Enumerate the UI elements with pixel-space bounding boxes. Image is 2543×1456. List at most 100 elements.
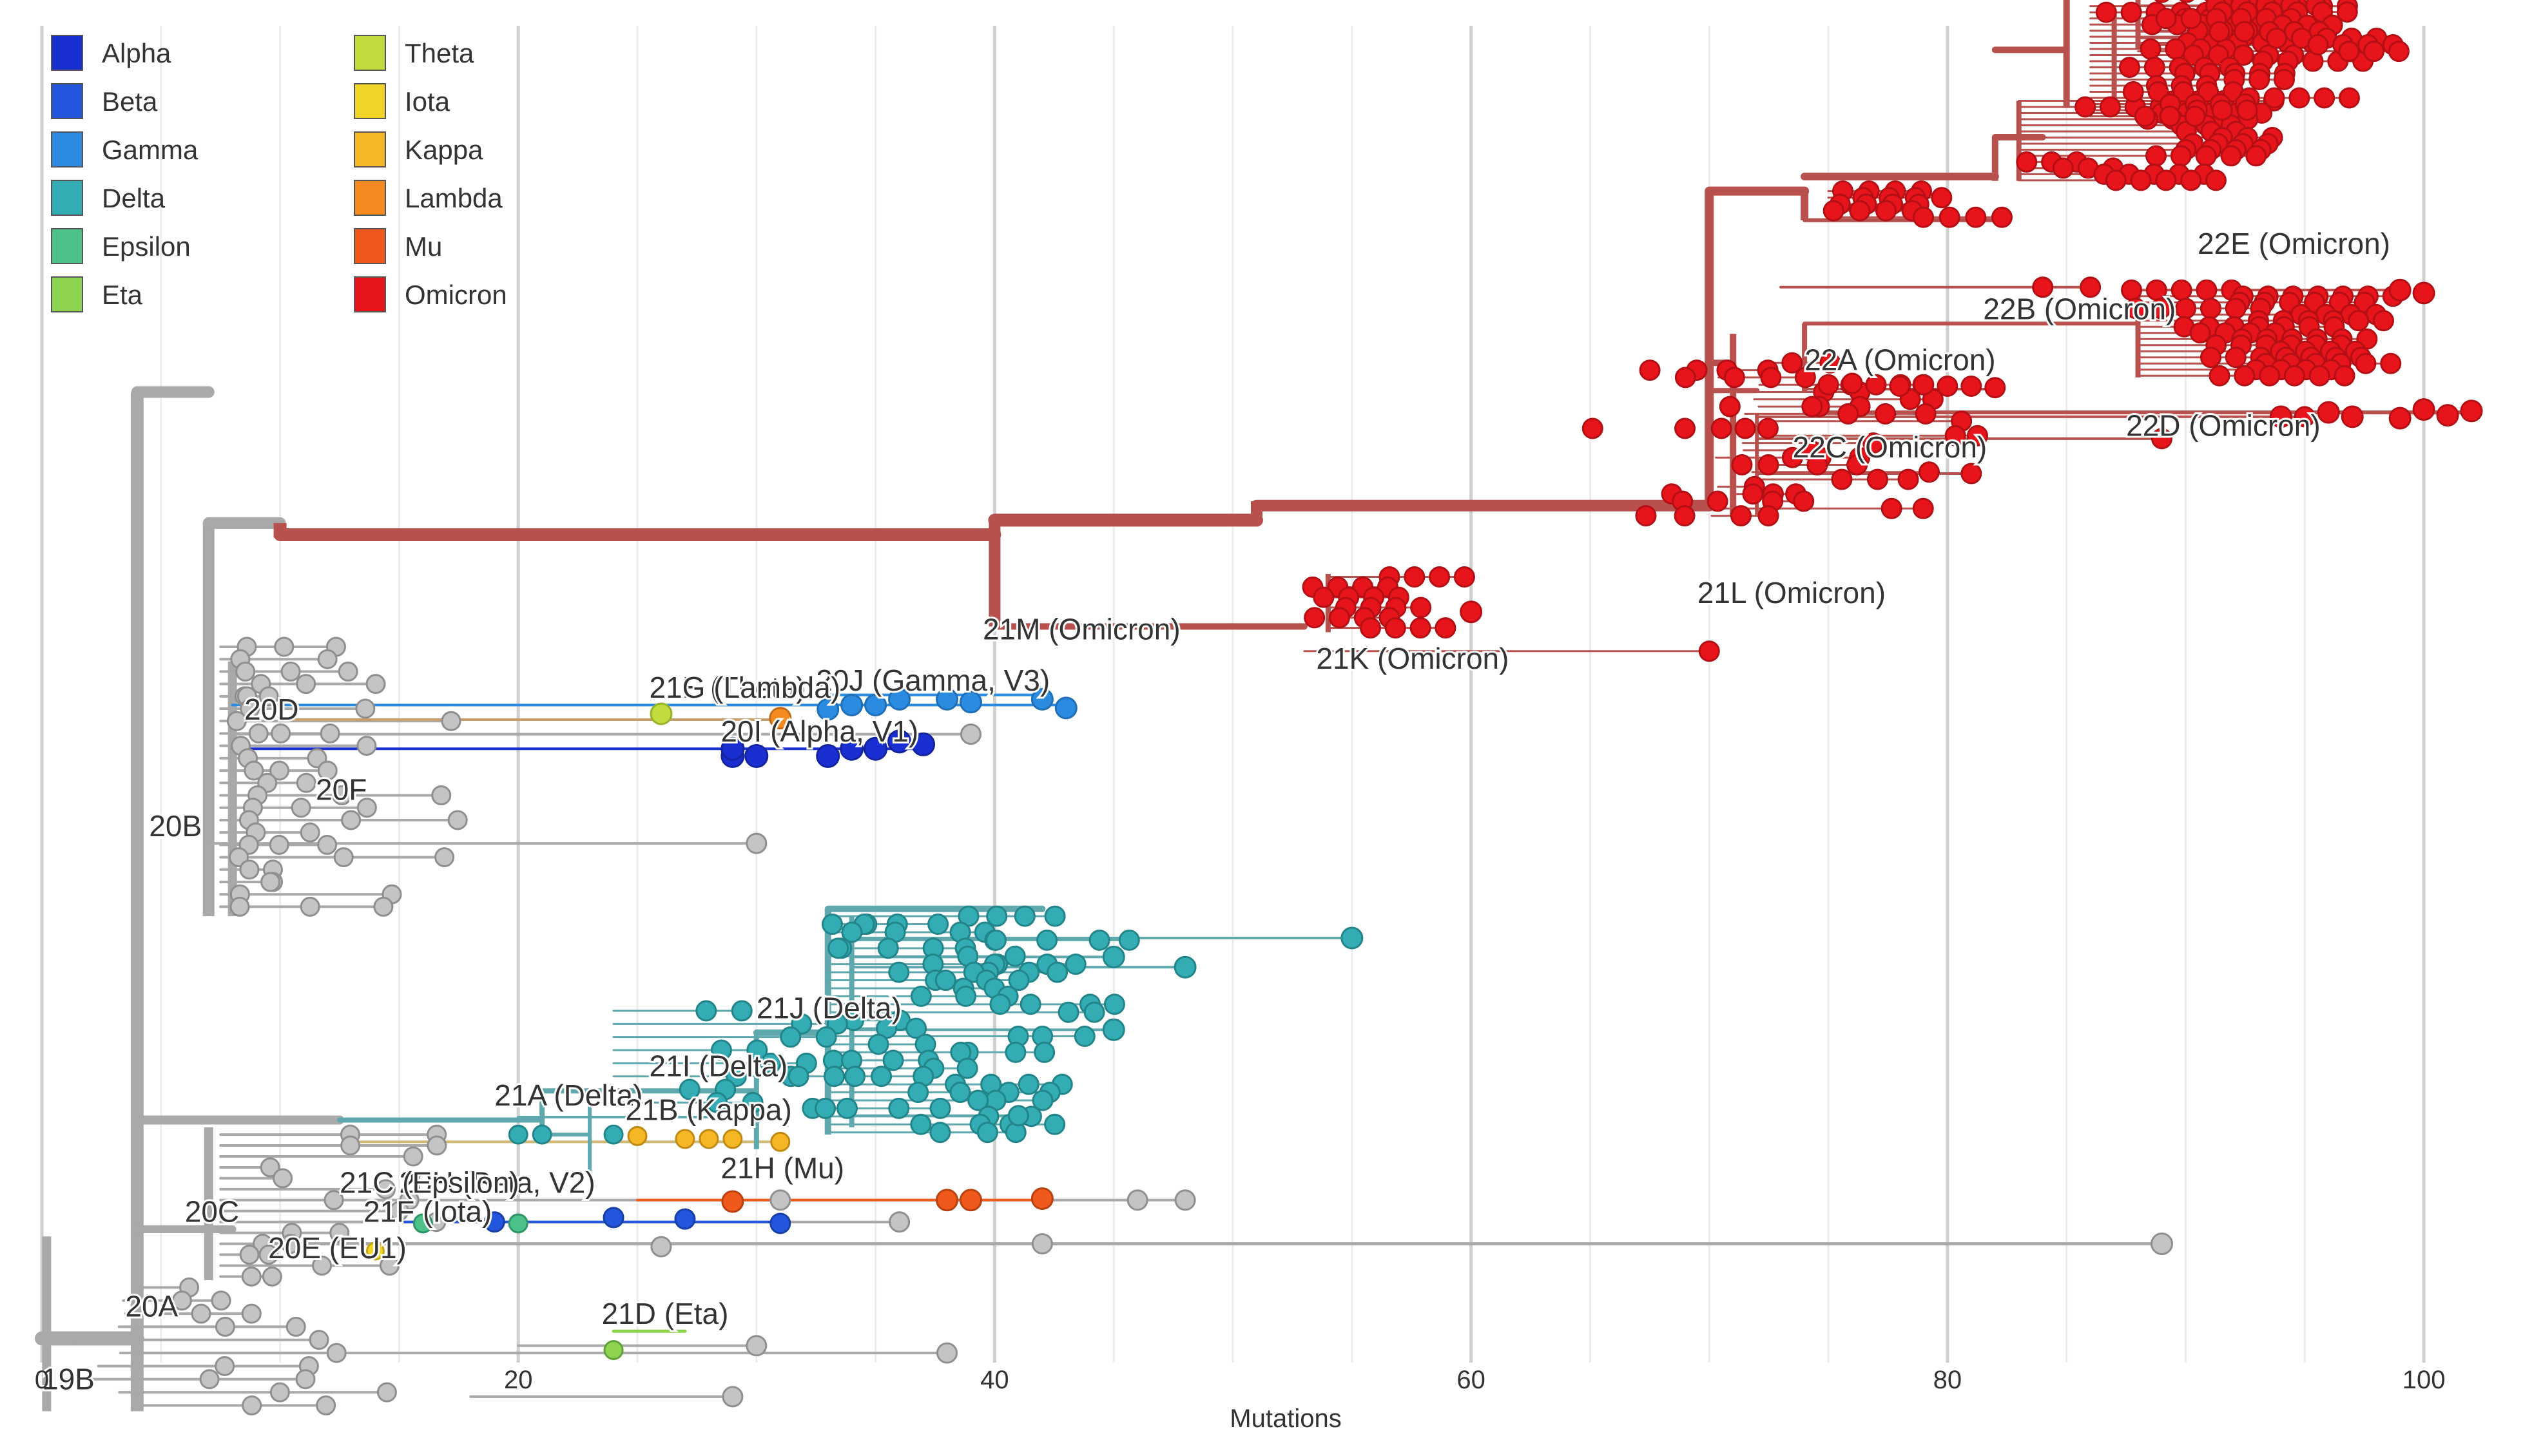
tip-node bbox=[1742, 483, 1764, 505]
tip-node bbox=[1118, 929, 1140, 951]
tip-node bbox=[2155, 169, 2177, 191]
tip-node bbox=[1014, 905, 1036, 927]
tip-node bbox=[431, 785, 452, 806]
tip-node bbox=[2314, 87, 2335, 109]
tip-node bbox=[934, 970, 956, 991]
clade-label: 20A bbox=[125, 1290, 178, 1323]
tip-node bbox=[373, 896, 394, 917]
legend-swatch bbox=[51, 228, 83, 264]
tip-node bbox=[675, 1129, 695, 1149]
tip-node bbox=[273, 1168, 293, 1189]
tip-node bbox=[285, 1316, 306, 1337]
tip-node bbox=[1639, 359, 1661, 381]
x-tick-label: 100 bbox=[2403, 1366, 2446, 1394]
tip-node bbox=[1889, 375, 1911, 397]
x-tick-label: 40 bbox=[980, 1366, 1009, 1394]
tip-node bbox=[2234, 365, 2256, 387]
tip-node bbox=[316, 1395, 336, 1415]
tip-node bbox=[1781, 446, 1803, 468]
tip-node bbox=[603, 1340, 624, 1361]
tip-node bbox=[2338, 41, 2360, 62]
tip-node bbox=[215, 1316, 235, 1337]
tip-node bbox=[333, 847, 354, 868]
tip-node bbox=[627, 1126, 648, 1146]
clade-label: 20C bbox=[185, 1195, 239, 1229]
tip-node bbox=[1435, 617, 1456, 639]
tip-node bbox=[955, 985, 977, 1007]
tip-node bbox=[949, 1082, 971, 1104]
tip-node bbox=[2118, 57, 2140, 79]
tip-node bbox=[300, 822, 320, 843]
legend-label: Theta bbox=[405, 38, 474, 68]
tip-node bbox=[2225, 298, 2247, 320]
tip-node bbox=[340, 1135, 361, 1156]
clade-label: 21K (Omicron) bbox=[1316, 642, 1509, 675]
tip-node bbox=[2165, 38, 2187, 60]
tip-node bbox=[722, 1386, 744, 1408]
tip-node bbox=[2363, 41, 2385, 62]
clade-label: 21A (Delta) bbox=[494, 1078, 643, 1112]
tip-node bbox=[871, 1066, 893, 1087]
legend-swatch bbox=[354, 180, 386, 216]
tip-node bbox=[215, 1355, 235, 1376]
tip-node bbox=[296, 674, 316, 694]
clade-label: 20D bbox=[244, 693, 298, 726]
tip-node bbox=[2209, 21, 2230, 43]
legend-swatch bbox=[51, 276, 83, 312]
tip-node bbox=[1865, 374, 1887, 396]
clade-label: 20E (EU1) bbox=[268, 1231, 407, 1265]
tip-node bbox=[171, 1290, 192, 1311]
tip-node bbox=[888, 1097, 910, 1119]
tip-node bbox=[1760, 367, 1782, 388]
tip-node bbox=[2308, 365, 2330, 387]
tip-node bbox=[864, 736, 888, 761]
tip-node bbox=[1008, 970, 1030, 991]
tip-node bbox=[1875, 403, 1897, 425]
tip-node bbox=[1102, 1018, 1125, 1041]
tip-node bbox=[1174, 1189, 1196, 1211]
tip-node bbox=[936, 1189, 959, 1212]
tip-node bbox=[1913, 374, 1935, 396]
tip-node bbox=[742, 1091, 764, 1113]
clade-label: 22C (Omicron) bbox=[1793, 430, 1987, 464]
tip-node bbox=[300, 896, 320, 917]
tip-node bbox=[1862, 432, 1884, 454]
tip-node bbox=[2211, 99, 2233, 121]
tip-node bbox=[1918, 461, 1940, 483]
tip-node bbox=[2288, 87, 2310, 109]
tip-node bbox=[1915, 403, 1937, 425]
tip-node bbox=[2283, 365, 2305, 387]
tip-node bbox=[1991, 206, 2013, 228]
tip-node bbox=[936, 1342, 958, 1364]
legend-swatch bbox=[354, 83, 386, 119]
tip-node bbox=[317, 834, 338, 855]
tip-node bbox=[1965, 206, 1987, 228]
tip-node bbox=[235, 661, 256, 682]
tip-node bbox=[242, 1395, 262, 1415]
tip-node bbox=[2388, 407, 2412, 430]
tip-node bbox=[199, 1369, 220, 1390]
tip-node bbox=[211, 1290, 231, 1311]
tip-node bbox=[864, 693, 887, 716]
tip-node bbox=[1698, 640, 1720, 662]
tip-node bbox=[317, 649, 338, 669]
tip-node bbox=[816, 744, 840, 768]
tip-node bbox=[2150, 298, 2172, 320]
tip-node bbox=[412, 1213, 433, 1234]
tip-node bbox=[1912, 497, 1934, 519]
tip-node bbox=[1429, 566, 1451, 588]
tip-node bbox=[815, 1026, 837, 1048]
tip-node bbox=[2273, 69, 2295, 91]
tip-node bbox=[427, 1135, 447, 1156]
tip-node bbox=[844, 1066, 866, 1087]
tip-node bbox=[2175, 298, 2197, 320]
tip-node bbox=[1710, 417, 1732, 439]
tip-node bbox=[603, 1124, 624, 1145]
legend-swatch bbox=[354, 276, 386, 312]
clade-label: 20F bbox=[316, 772, 367, 806]
tip-node bbox=[976, 1122, 998, 1144]
tip-node bbox=[1034, 1041, 1056, 1063]
x-tick-label: 0 bbox=[35, 1366, 49, 1394]
tip-node bbox=[2155, 8, 2177, 30]
